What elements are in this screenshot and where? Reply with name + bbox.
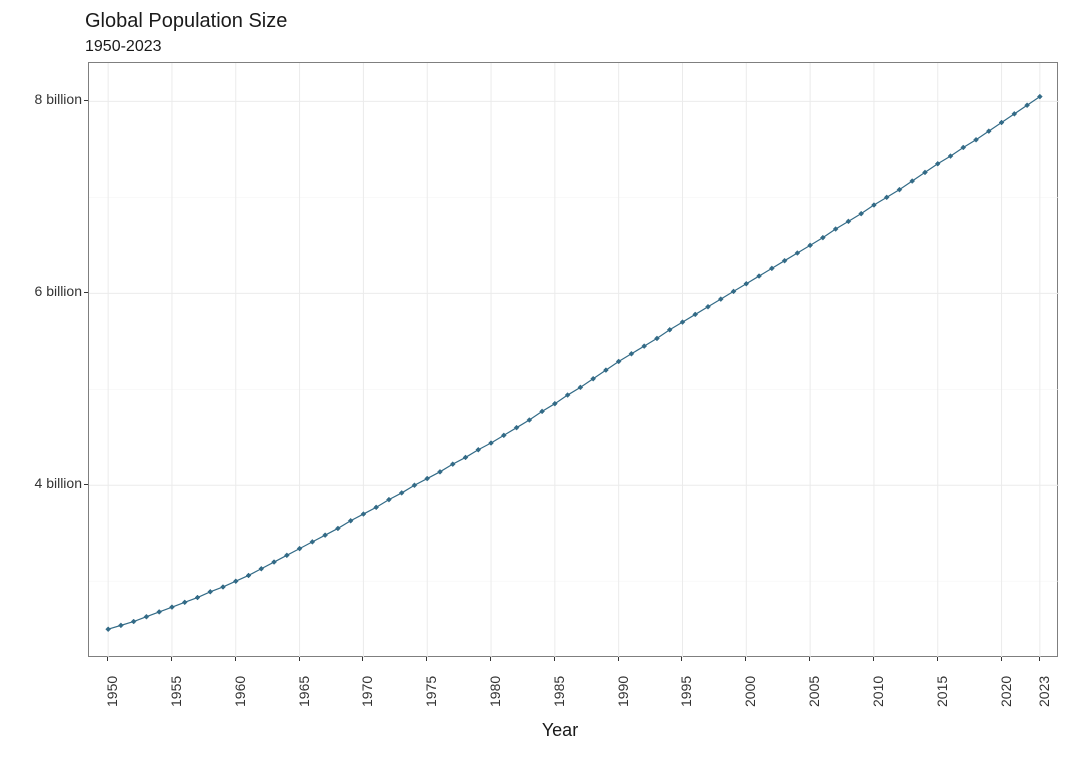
x-tick-mark [681,657,682,661]
chart-subtitle: 1950-2023 [85,38,162,56]
chart-title: Global Population Size [85,10,287,33]
y-tick-mark [84,484,88,485]
x-tick-label: 1990 [615,676,631,707]
y-tick-label: 4 billion [35,475,82,491]
x-tick-label: 1985 [551,676,567,707]
chart-container: Global Population Size 1950-2023 Year 4 … [0,0,1080,759]
x-tick-mark [490,657,491,661]
x-tick-label: 1980 [487,676,503,707]
x-tick-mark [809,657,810,661]
x-tick-label: 1950 [104,676,120,707]
x-tick-label: 2020 [998,676,1014,707]
x-tick-label: 1995 [678,676,694,707]
x-tick-label: 1970 [359,676,375,707]
x-tick-label: 2010 [870,676,886,707]
x-tick-mark [426,657,427,661]
x-tick-mark [937,657,938,661]
x-tick-mark [1001,657,1002,661]
x-tick-mark [618,657,619,661]
plot-svg [89,63,1059,658]
x-tick-mark [107,657,108,661]
x-tick-label: 1955 [168,676,184,707]
y-tick-mark [84,292,88,293]
x-tick-label: 2015 [934,676,950,707]
x-tick-mark [873,657,874,661]
y-tick-label: 8 billion [35,91,82,107]
x-axis-label: Year [542,720,578,741]
x-tick-mark [299,657,300,661]
x-tick-mark [235,657,236,661]
x-tick-label: 1965 [296,676,312,707]
x-tick-mark [1039,657,1040,661]
x-tick-mark [171,657,172,661]
y-tick-mark [84,100,88,101]
x-tick-label: 2005 [806,676,822,707]
x-tick-label: 2023 [1036,676,1052,707]
x-tick-label: 1960 [232,676,248,707]
x-tick-mark [554,657,555,661]
x-tick-mark [362,657,363,661]
x-tick-label: 2000 [742,676,758,707]
y-tick-label: 6 billion [35,283,82,299]
x-tick-label: 1975 [423,676,439,707]
plot-area [88,62,1058,657]
x-tick-mark [745,657,746,661]
